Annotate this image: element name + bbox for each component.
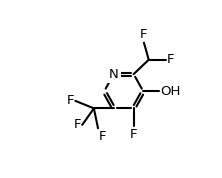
Text: F: F <box>167 53 175 66</box>
Text: F: F <box>140 28 148 41</box>
Text: F: F <box>67 94 74 107</box>
Text: N: N <box>109 68 119 81</box>
Text: F: F <box>99 130 106 143</box>
Text: F: F <box>130 128 137 141</box>
Text: F: F <box>73 118 81 131</box>
Text: OH: OH <box>160 85 181 98</box>
